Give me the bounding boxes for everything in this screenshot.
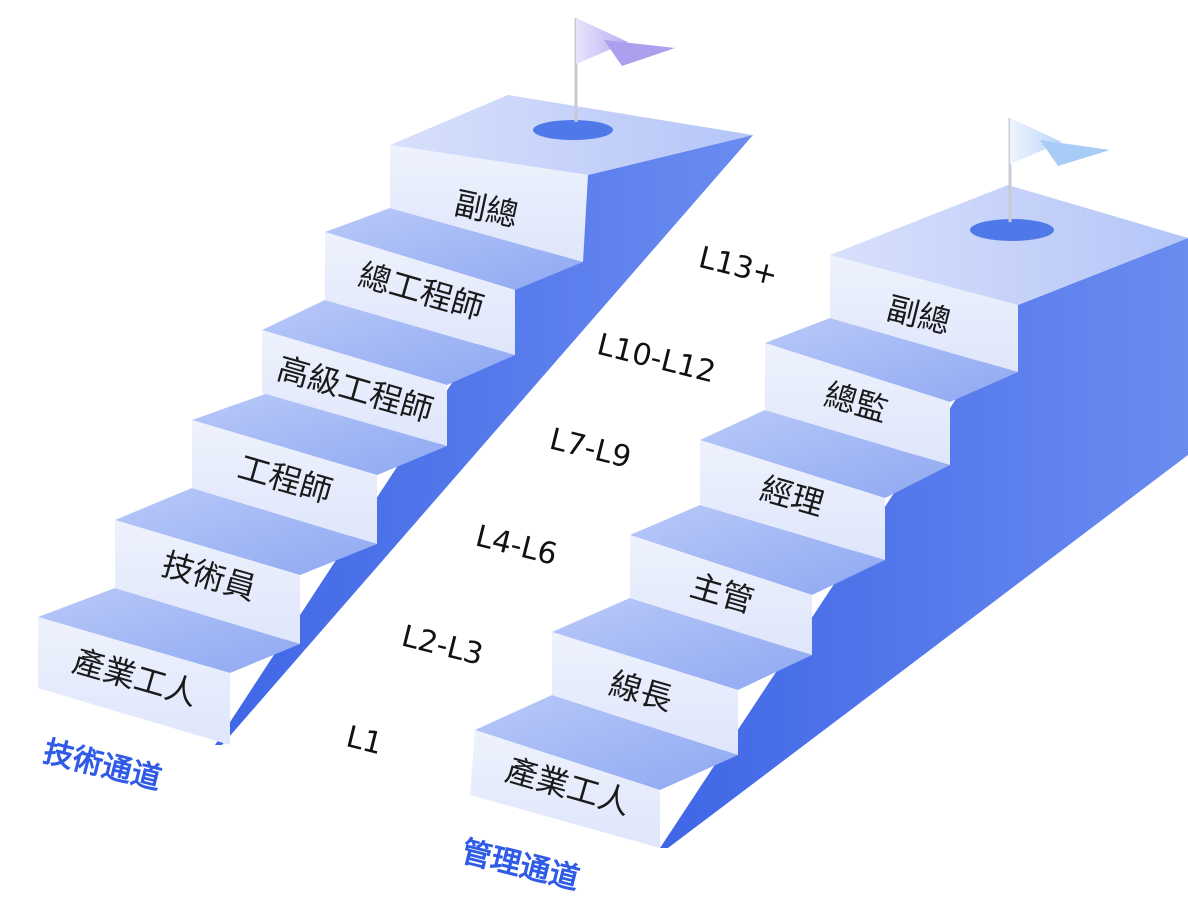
right-tread-1 <box>475 695 738 790</box>
right-tread-3 <box>630 505 885 595</box>
right-stair-side <box>660 238 1188 848</box>
left-riser-4 <box>262 330 447 446</box>
right-riser-3 <box>630 535 812 655</box>
level-label-5: L10-L12 <box>594 327 719 390</box>
right-staircase: 產業工人 線長 主管 經理 總監 副總 <box>470 118 1188 848</box>
left-tread-3 <box>192 393 447 475</box>
level-label-3: L4-L6 <box>472 519 560 573</box>
left-tread-2 <box>115 488 377 575</box>
right-riser-1 <box>470 730 660 848</box>
level-label-6: L13+ <box>695 240 781 293</box>
level-label-2: L2-L3 <box>398 619 486 673</box>
left-stair-side <box>215 135 753 745</box>
right-tread-5 <box>765 318 1018 402</box>
right-riser-4 <box>700 440 885 560</box>
left-tread-4 <box>262 300 515 385</box>
level-label-4: L7-L9 <box>546 422 634 476</box>
right-riser-2 <box>552 632 738 755</box>
right-tread-2 <box>552 598 812 690</box>
left-riser-2 <box>115 520 300 644</box>
left-riser-5 <box>325 232 515 355</box>
management-track-title: 管理通道 <box>458 834 583 897</box>
left-goal-hole <box>533 120 613 140</box>
left-riser-1 <box>38 617 230 745</box>
right-top-platform <box>830 185 1188 305</box>
right-tread-4 <box>700 410 950 498</box>
left-tread-5 <box>325 208 583 290</box>
left-flag-icon <box>574 18 675 122</box>
right-riser-6 <box>830 255 1018 372</box>
right-goal-hole <box>970 219 1054 241</box>
left-riser-6 <box>390 145 588 262</box>
technical-track-title: 技術通道 <box>40 734 165 797</box>
right-flag-icon <box>1008 118 1110 222</box>
left-staircase: 產業工人 技術員 工程師 高級工程師 總工程師 副總 <box>38 18 753 745</box>
level-label-1: L1 <box>343 719 386 762</box>
right-riser-5 <box>765 343 950 465</box>
left-tread-1 <box>38 588 300 673</box>
left-riser-3 <box>192 420 377 544</box>
